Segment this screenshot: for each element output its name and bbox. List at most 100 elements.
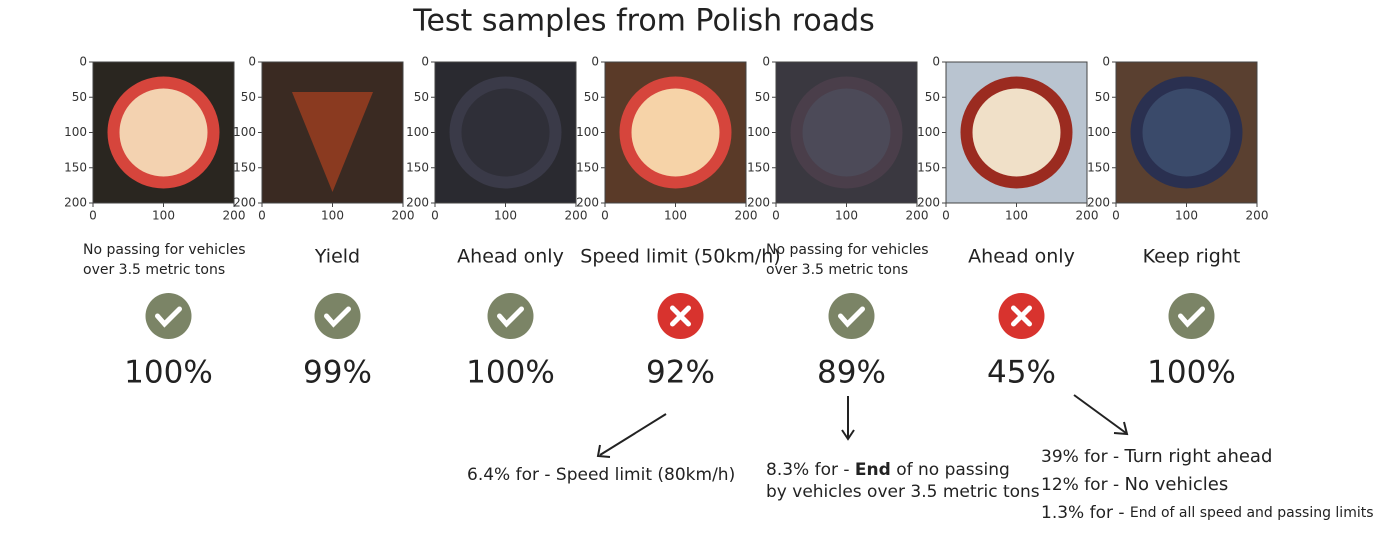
x-tick-label: 100 xyxy=(1175,209,1198,223)
sample-label: Keep right xyxy=(1143,246,1241,268)
y-tick-label: 150 xyxy=(576,160,599,174)
sign-face xyxy=(461,88,550,177)
sample-label: No passing for vehicles xyxy=(83,242,246,258)
y-tick-label: 200 xyxy=(64,196,87,210)
y-tick-label: 200 xyxy=(1087,196,1110,210)
icon-glyph xyxy=(1178,306,1205,328)
check-icon xyxy=(1168,293,1215,339)
notes-ahead: 39% for - Turn right ahead 12% for - No v… xyxy=(1041,446,1374,523)
note: 6.4% for - Speed limit (80km/h) xyxy=(467,465,735,485)
confidence: 100% xyxy=(1147,355,1236,391)
check-icon xyxy=(314,293,361,339)
confidence: 45% xyxy=(987,355,1056,391)
note-part: 1.3% for - xyxy=(1041,503,1130,523)
x-tick-label: 200 xyxy=(906,209,929,223)
y-tick-label: 0 xyxy=(932,55,940,69)
x-tick-label: 100 xyxy=(321,209,344,223)
y-tick-label: 150 xyxy=(917,160,940,174)
y-tick-label: 200 xyxy=(917,196,940,210)
x-tick-label: 100 xyxy=(835,209,858,223)
y-tick-label: 50 xyxy=(414,90,429,104)
sign-face xyxy=(631,88,720,177)
y-tick-label: 50 xyxy=(925,90,940,104)
note-part: 39% for - xyxy=(1041,447,1125,467)
x-tick-label: 200 xyxy=(735,209,758,223)
y-tick-label: 0 xyxy=(421,55,429,69)
note-part: 12% for - xyxy=(1041,475,1125,495)
confidence: 99% xyxy=(303,355,372,391)
x-tick-label: 200 xyxy=(1246,209,1269,223)
check-icon xyxy=(487,293,534,339)
confidence: 89% xyxy=(817,355,886,391)
x-tick-label: 0 xyxy=(1112,209,1120,223)
x-tick-label: 100 xyxy=(152,209,175,223)
sample-label: Speed limit (50km/h) xyxy=(580,246,780,268)
sign-shape xyxy=(292,92,373,192)
note: 39% for - Turn right ahead xyxy=(1041,446,1272,467)
check-icon xyxy=(828,293,875,339)
arrows xyxy=(596,394,1129,458)
x-tick-label: 100 xyxy=(494,209,517,223)
note-bold: End xyxy=(855,460,891,480)
note-label: No vehicles xyxy=(1125,474,1229,495)
title: Test samples from Polish roads xyxy=(412,4,875,39)
x-tick-label: 200 xyxy=(392,209,415,223)
icon-glyph xyxy=(670,305,691,327)
x-tick-label: 0 xyxy=(601,209,609,223)
y-tick-label: 0 xyxy=(79,55,87,69)
x-tick-label: 100 xyxy=(1005,209,1028,223)
y-tick-label: 50 xyxy=(584,90,599,104)
y-tick-label: 100 xyxy=(233,125,256,139)
sample-label: over 3.5 metric tons xyxy=(766,262,908,278)
confidence: 100% xyxy=(124,355,213,391)
sample-label: Ahead only xyxy=(968,246,1075,268)
y-tick-label: 100 xyxy=(747,125,770,139)
y-tick-label: 100 xyxy=(64,125,87,139)
note: 1.3% for - End of all speed and passing … xyxy=(1041,503,1374,523)
y-tick-label: 100 xyxy=(1087,125,1110,139)
sign-face xyxy=(1142,88,1231,177)
x-tick-label: 0 xyxy=(772,209,780,223)
icon-glyph xyxy=(1011,305,1032,327)
sign-face xyxy=(972,88,1061,177)
note: 8.3% for - End of no passing xyxy=(766,460,1010,480)
y-tick-label: 150 xyxy=(1087,160,1110,174)
y-tick-label: 100 xyxy=(917,125,940,139)
note: by vehicles over 3.5 metric tons xyxy=(766,482,1040,502)
y-tick-label: 100 xyxy=(406,125,429,139)
y-tick-label: 150 xyxy=(64,160,87,174)
sign-face xyxy=(119,88,208,177)
y-tick-label: 0 xyxy=(591,55,599,69)
sample-label: over 3.5 metric tons xyxy=(83,262,225,278)
x-tick-label: 200 xyxy=(565,209,588,223)
confidence: 92% xyxy=(646,355,715,391)
confidence: 100% xyxy=(466,355,555,391)
icon-glyph xyxy=(324,306,351,328)
y-tick-label: 150 xyxy=(747,160,770,174)
y-tick-label: 200 xyxy=(747,196,770,210)
sample-label: Yield xyxy=(314,246,360,268)
y-tick-label: 0 xyxy=(248,55,256,69)
x-tick-label: 100 xyxy=(664,209,687,223)
y-tick-label: 50 xyxy=(1095,90,1110,104)
y-tick-label: 200 xyxy=(576,196,599,210)
x-tick-label: 0 xyxy=(258,209,266,223)
x-tick-label: 200 xyxy=(223,209,246,223)
sample-label: Ahead only xyxy=(457,246,564,268)
icon-glyph xyxy=(838,306,865,328)
icon-glyph xyxy=(497,306,524,328)
note: 12% for - No vehicles xyxy=(1041,474,1228,495)
y-tick-label: 200 xyxy=(233,196,256,210)
y-tick-label: 0 xyxy=(1102,55,1110,69)
note-part: 8.3% for - xyxy=(766,460,855,480)
y-tick-label: 50 xyxy=(72,90,87,104)
y-tick-label: 50 xyxy=(241,90,256,104)
icon-glyph xyxy=(155,306,182,328)
y-tick-label: 200 xyxy=(406,196,429,210)
y-tick-label: 150 xyxy=(406,160,429,174)
x-tick-label: 0 xyxy=(431,209,439,223)
x-tick-label: 0 xyxy=(942,209,950,223)
sample-label: No passing for vehicles xyxy=(766,242,929,258)
y-tick-label: 0 xyxy=(762,55,770,69)
